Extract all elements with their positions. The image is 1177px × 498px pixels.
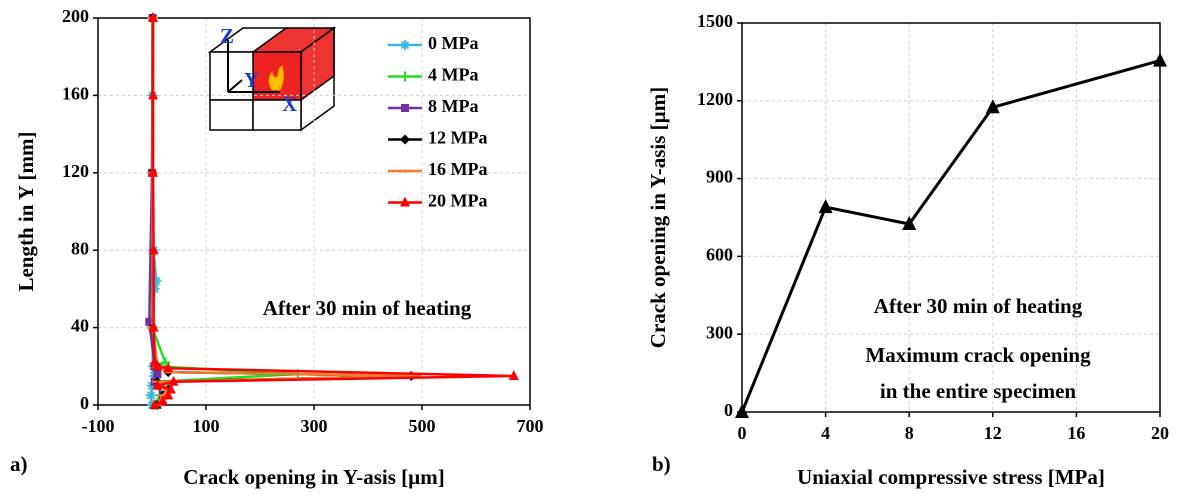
inset-label: Y — [244, 68, 259, 92]
x-tick-label: -100 — [82, 416, 115, 436]
marker — [148, 166, 159, 177]
marker — [160, 357, 171, 368]
legend-label: 16 MPa — [428, 159, 487, 179]
marker — [152, 379, 163, 390]
x-axis-title: Uniaxial compressive stress [MPa] — [797, 465, 1105, 489]
marker — [400, 71, 410, 82]
y-tick-label: 40 — [71, 316, 89, 336]
x-tick-label: 20 — [1151, 423, 1169, 443]
panel-label: b) — [652, 452, 671, 476]
x-tick-label: 16 — [1067, 423, 1085, 443]
legend-label: 8 MPa — [428, 96, 478, 116]
marker — [151, 276, 162, 287]
y-tick-label: 600 — [706, 245, 733, 265]
y-tick-label: 1500 — [697, 11, 733, 31]
marker — [163, 362, 174, 373]
legend-label: 0 MPa — [428, 33, 478, 53]
marker — [163, 389, 174, 400]
marker — [1153, 52, 1167, 67]
x-tick-label: 100 — [193, 416, 220, 436]
y-tick-label: 1200 — [697, 89, 733, 109]
inset-cube — [207, 26, 337, 132]
y-tick-label: 200 — [62, 6, 89, 26]
annotation: After 30 min of heating — [263, 296, 472, 320]
marker — [148, 89, 159, 100]
marker — [148, 244, 159, 255]
marker — [401, 104, 409, 112]
marker — [400, 40, 410, 50]
marker — [145, 390, 156, 401]
y-tick-label: 160 — [62, 84, 89, 104]
x-tick-label: 500 — [409, 416, 436, 436]
plot-frame — [97, 17, 531, 406]
y-axis-title: Length in Y [mm] — [14, 131, 38, 291]
inset-label: X — [282, 92, 297, 116]
annotation: After 30 min of heating — [874, 294, 1083, 318]
marker — [148, 12, 159, 22]
y-tick-label: 120 — [62, 161, 89, 181]
x-tick-label: 300 — [301, 416, 328, 436]
annotation: Maximum crack opening — [865, 343, 1091, 367]
legend-label: 4 MPa — [428, 65, 478, 85]
marker — [985, 99, 1000, 114]
x-tick-label: 4 — [821, 423, 830, 443]
marker — [157, 395, 168, 406]
marker — [148, 321, 159, 332]
marker — [400, 134, 410, 145]
y-tick-label: 300 — [706, 322, 733, 342]
plot-frame — [741, 22, 1161, 413]
y-tick-label: 0 — [724, 400, 733, 420]
x-axis-title: Crack opening in Y-asis [µm] — [183, 465, 444, 489]
marker — [818, 199, 833, 214]
marker — [152, 360, 163, 371]
inset-label: Z — [220, 24, 234, 48]
panel-label: a) — [10, 452, 28, 476]
legend-label: 20 MPa — [428, 191, 487, 211]
y-axis-title: Crack opening in Y-asis [µm] — [646, 87, 670, 348]
y-tick-label: 900 — [706, 167, 733, 187]
x-tick-label: 8 — [905, 423, 914, 443]
marker — [145, 317, 154, 326]
y-tick-label: 0 — [80, 393, 89, 413]
marker — [149, 399, 160, 409]
x-tick-label: 700 — [517, 416, 544, 436]
marker — [902, 215, 917, 230]
marker — [735, 404, 749, 418]
x-tick-label: 12 — [984, 423, 1002, 443]
y-tick-label: 80 — [71, 238, 89, 258]
marker — [508, 369, 519, 380]
marker — [153, 370, 162, 379]
legend-label: 12 MPa — [428, 128, 487, 148]
x-tick-label: 0 — [738, 423, 747, 443]
marker — [168, 375, 179, 386]
annotation: in the entire specimen — [880, 379, 1076, 403]
marker — [400, 196, 410, 207]
